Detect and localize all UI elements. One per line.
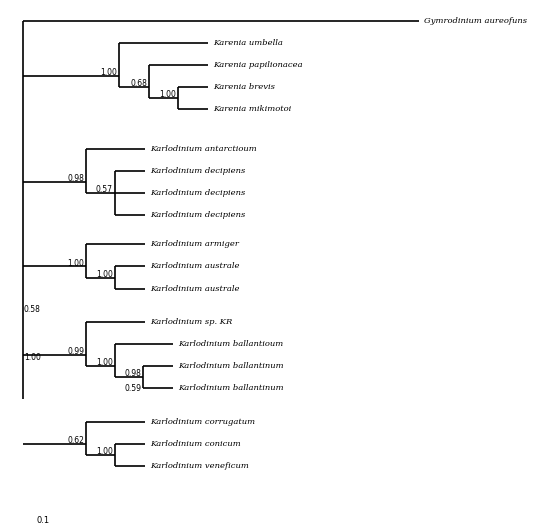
Text: 1.00: 1.00: [96, 447, 113, 456]
Text: Karlodinium veneficum: Karlodinium veneficum: [150, 462, 249, 470]
Text: 0.1: 0.1: [37, 516, 50, 524]
Text: 0.99: 0.99: [67, 347, 85, 356]
Text: 0.62: 0.62: [67, 436, 85, 445]
Text: 1.00: 1.00: [100, 68, 117, 77]
Text: Karlodinium ballantioum: Karlodinium ballantioum: [178, 340, 284, 348]
Text: Karlodinium ballantinum: Karlodinium ballantinum: [178, 362, 284, 370]
Text: Karenia umbella: Karenia umbella: [213, 39, 283, 47]
Text: Karlodinium decipiens: Karlodinium decipiens: [150, 212, 245, 220]
Text: 0.98: 0.98: [124, 369, 141, 378]
Text: 1.00: 1.00: [96, 358, 113, 367]
Text: Karenia brevis: Karenia brevis: [213, 83, 275, 91]
Text: Karlodinium armiger: Karlodinium armiger: [150, 241, 239, 248]
Text: 0.68: 0.68: [130, 79, 147, 88]
Text: Karenia mikimotoi: Karenia mikimotoi: [213, 105, 291, 113]
Text: Karlodinium australe: Karlodinium australe: [150, 285, 239, 292]
Text: Karlodinium antarctioum: Karlodinium antarctioum: [150, 145, 256, 153]
Text: 1.00: 1.00: [96, 270, 113, 279]
Text: Gymrodinium aureofuns: Gymrodinium aureofuns: [424, 16, 527, 25]
Text: 0.57: 0.57: [96, 185, 113, 194]
Text: 1.00: 1.00: [67, 258, 85, 268]
Text: Karlodinium decipiens: Karlodinium decipiens: [150, 189, 245, 198]
Text: Karlodinium corrugatum: Karlodinium corrugatum: [150, 418, 255, 425]
Text: 0.98: 0.98: [67, 174, 85, 183]
Text: Karlodinium sp. KR: Karlodinium sp. KR: [150, 318, 232, 326]
Text: Karenia papilionacea: Karenia papilionacea: [213, 61, 303, 69]
Text: 1.00: 1.00: [24, 353, 41, 362]
Text: Karlodinium australe: Karlodinium australe: [150, 263, 239, 270]
Text: 1.00: 1.00: [159, 90, 176, 99]
Text: Karlodinium conicum: Karlodinium conicum: [150, 440, 240, 447]
Text: 0.59: 0.59: [124, 384, 141, 392]
Text: Karlodinium decipiens: Karlodinium decipiens: [150, 167, 245, 175]
Text: 0.58: 0.58: [24, 305, 41, 314]
Text: Karlodinium ballantinum: Karlodinium ballantinum: [178, 384, 284, 392]
